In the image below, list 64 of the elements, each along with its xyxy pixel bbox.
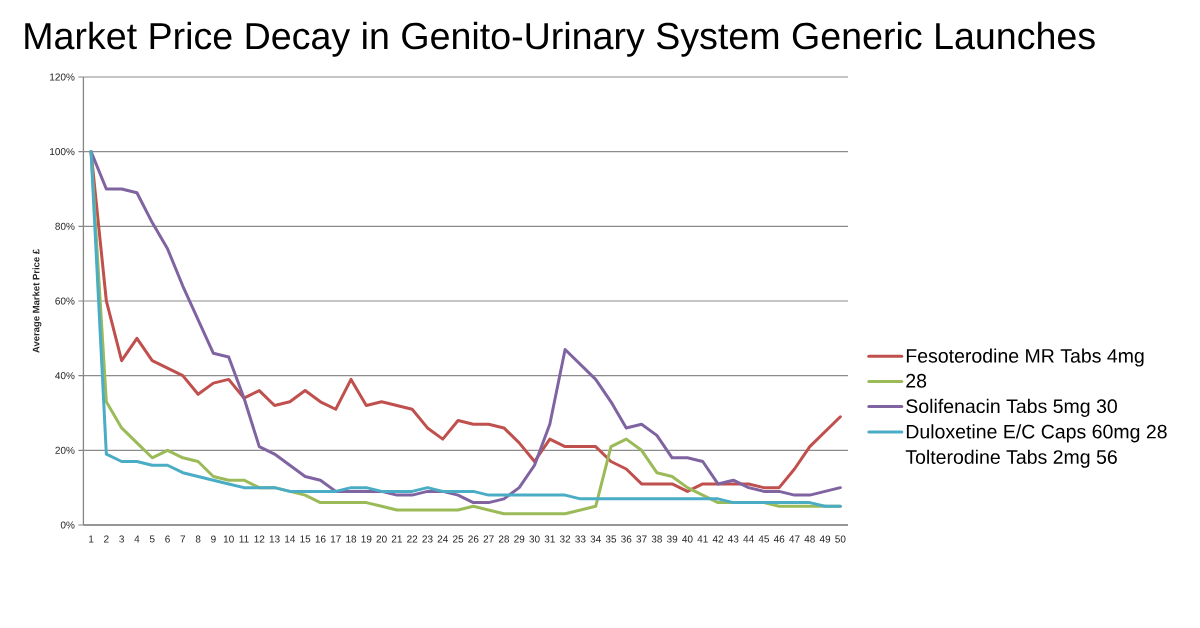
x-tick-label: 2 xyxy=(104,535,109,543)
x-tick-label: 47 xyxy=(789,535,800,543)
x-tick-label: 43 xyxy=(727,535,739,543)
x-tick-label: 41 xyxy=(697,535,708,543)
x-tick-label: 11 xyxy=(239,535,249,543)
x-tick-label: 22 xyxy=(407,535,418,543)
x-tick-label: 30 xyxy=(529,535,540,543)
x-tick-label: 33 xyxy=(575,535,586,543)
x-tick-label: 40 xyxy=(682,535,693,543)
legend-label: Duloxetine E/C Caps 60mg 28 xyxy=(906,424,1167,443)
x-tick-label: 4 xyxy=(134,535,140,543)
y-axis-title: Average Market Price £ xyxy=(32,249,42,353)
x-tick-label: 31 xyxy=(544,535,555,543)
x-tick-label: 20 xyxy=(376,535,387,543)
x-tick-label: 24 xyxy=(437,535,449,543)
y-tick-label: 120% xyxy=(50,73,75,81)
x-tick-label: 6 xyxy=(165,535,170,543)
x-tick-label: 27 xyxy=(483,535,494,543)
x-tick-label: 44 xyxy=(743,535,754,543)
x-tick-label: 46 xyxy=(773,535,785,543)
x-tick-label: 14 xyxy=(285,535,296,543)
x-tick-label: 16 xyxy=(315,535,326,543)
x-tick-label: 18 xyxy=(346,535,357,543)
x-tick-label: 42 xyxy=(712,535,724,543)
x-tick-label: 49 xyxy=(819,535,831,543)
x-tick-label: 15 xyxy=(300,535,311,543)
y-tick-label: 80% xyxy=(55,222,75,230)
x-tick-label: 34 xyxy=(590,535,601,543)
y-tick-label: 60% xyxy=(55,297,75,305)
x-tick-label: 39 xyxy=(666,535,678,543)
x-tick-label: 8 xyxy=(195,535,201,543)
y-tick-label: 20% xyxy=(55,446,75,454)
x-tick-label: 32 xyxy=(559,535,571,543)
x-tick-label: 1 xyxy=(89,535,94,543)
x-tick-label: 10 xyxy=(223,535,234,543)
x-tick-label: 3 xyxy=(119,535,124,543)
x-tick-label: 25 xyxy=(453,535,464,543)
text: Tolterodine Tabs 2mg 56 xyxy=(905,449,1117,468)
x-tick-label: 9 xyxy=(211,535,216,543)
x-tick-label: 5 xyxy=(149,535,155,543)
legend-label: Solifenacin Tabs 5mg 30 xyxy=(906,398,1117,417)
x-tick-label: 45 xyxy=(758,535,770,543)
x-tick-label: 12 xyxy=(254,535,265,543)
x-tick-label: 28 xyxy=(498,535,510,543)
x-tick-label: 17 xyxy=(330,535,341,543)
x-tick-label: 38 xyxy=(651,535,662,543)
chart-title: Market Price Decay in Genito-Urinary System Generic Launches xyxy=(25,21,1095,57)
x-tick-label: 48 xyxy=(804,535,815,543)
x-tick-label: 37 xyxy=(636,535,647,543)
x-tick-label: 13 xyxy=(269,535,280,543)
x-tick-label: 50 xyxy=(835,535,846,543)
y-tick-label: 0% xyxy=(60,521,75,529)
x-tick-label: 23 xyxy=(422,535,433,543)
y-tick-label: 100% xyxy=(50,148,75,156)
legend-label: 28 xyxy=(906,373,927,388)
x-tick-label: 26 xyxy=(468,535,479,543)
x-tick-label: 7 xyxy=(180,535,186,543)
x-tick-label: 19 xyxy=(361,535,372,543)
x-tick-label: 36 xyxy=(621,535,632,543)
x-tick-label: 35 xyxy=(605,535,617,543)
x-tick-label: 21 xyxy=(391,535,402,543)
x-tick-label: 29 xyxy=(514,535,525,543)
legend-label: Fesoterodine MR Tabs 4mg xyxy=(906,348,1144,367)
y-tick-label: 40% xyxy=(55,372,75,380)
